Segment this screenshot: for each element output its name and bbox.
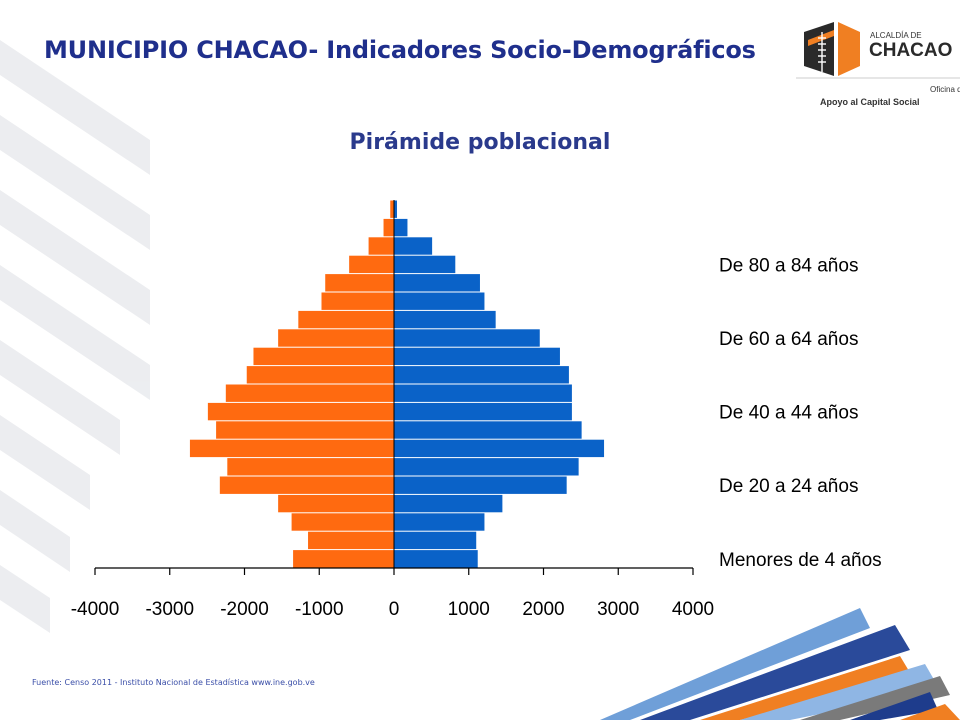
bar-left	[278, 329, 394, 347]
bar-left	[278, 494, 394, 513]
bar-right	[394, 347, 560, 366]
bar-right	[394, 292, 485, 310]
category-label: De 60 a 64 años	[719, 329, 858, 350]
bar-right	[394, 274, 480, 292]
bar-left	[216, 421, 394, 439]
bar-right	[394, 531, 477, 550]
bar-right	[394, 237, 433, 255]
bar-right	[394, 402, 572, 421]
logo-line2: CHACAO	[869, 40, 952, 61]
bar-right	[394, 421, 582, 439]
bar-right	[394, 200, 397, 218]
x-tick-label: -2000	[220, 599, 269, 620]
x-tick-label: 3000	[597, 599, 639, 620]
bar-left	[207, 402, 394, 421]
bar-left	[321, 292, 394, 310]
x-axis: -4000 -3000 -2000 -1000 0 1000 2000 3000 4000	[71, 200, 714, 620]
x-tick-label: -3000	[145, 599, 194, 620]
bar-left	[349, 255, 394, 274]
bar-right	[394, 218, 408, 237]
bar-left	[219, 476, 394, 494]
logo-emblem	[804, 22, 860, 76]
bar-right	[394, 366, 569, 384]
bar-right	[394, 329, 540, 347]
logo-line3: Oficina de	[930, 85, 960, 94]
bar-right	[394, 255, 456, 274]
source-footnote: Fuente: Censo 2011 - Instituto Nacional …	[32, 678, 315, 687]
bar-left	[189, 439, 394, 458]
x-tick-label: 0	[389, 599, 400, 620]
bar-right	[394, 384, 572, 402]
chacao-logo: ALCALDÍA DE CHACAO Oficina de Apoyo al C…	[796, 22, 960, 107]
bar-right	[394, 550, 478, 568]
category-label: De 80 a 84 años	[719, 255, 858, 276]
bar-right	[394, 310, 496, 329]
bar-left	[225, 384, 394, 402]
x-tick-label: -1000	[295, 599, 344, 620]
bar-left	[383, 218, 394, 237]
corner-decoration	[600, 608, 960, 720]
logo-line4: Apoyo al Capital Social	[820, 97, 920, 107]
logo-line1: ALCALDÍA DE	[870, 31, 922, 40]
bar-right	[394, 439, 605, 458]
bars-layer	[189, 200, 605, 568]
bar-left	[298, 310, 394, 329]
category-label: De 40 a 44 años	[719, 403, 858, 424]
bar-left	[253, 347, 394, 366]
bar-left	[390, 200, 394, 218]
bar-right	[394, 494, 503, 513]
bar-left	[291, 513, 394, 531]
x-tick-label: -4000	[71, 599, 120, 620]
category-label: De 20 a 24 años	[719, 476, 858, 497]
category-labels: Menores de 4 años De 20 a 24 años De 40 a …	[719, 255, 882, 570]
x-tick-label: 4000	[672, 599, 714, 620]
x-tick-label: 1000	[448, 599, 490, 620]
bar-right	[394, 476, 567, 494]
bar-right	[394, 458, 579, 476]
bar-left	[246, 366, 394, 384]
bar-left	[227, 458, 394, 476]
bar-left	[293, 550, 394, 568]
page-title: MUNICIPIO CHACAO- Indicadores Socio-Demo…	[44, 36, 756, 64]
bar-left	[325, 274, 394, 292]
x-tick-label: 2000	[522, 599, 564, 620]
bar-right	[394, 513, 485, 531]
bar-left	[308, 531, 394, 550]
bar-left	[368, 237, 394, 255]
category-label: Menores de 4 años	[719, 550, 882, 571]
chart-title: Pirámide poblacional	[349, 130, 611, 155]
